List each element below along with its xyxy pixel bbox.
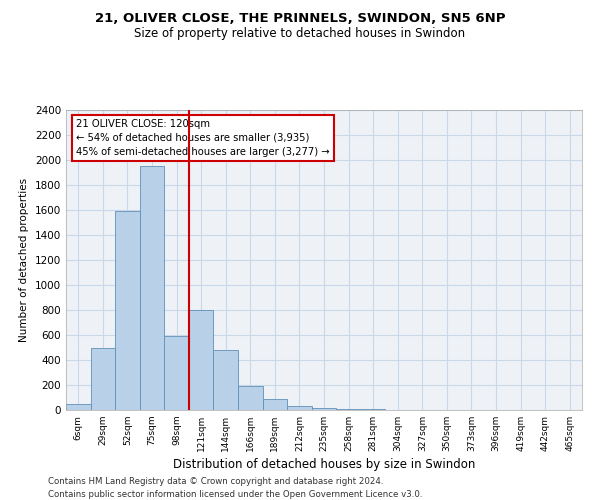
Text: Size of property relative to detached houses in Swindon: Size of property relative to detached ho… [134, 28, 466, 40]
Bar [115, 211, 140, 410]
Bar [263, 400, 287, 410]
Text: 21, OLIVER CLOSE, THE PRINNELS, SWINDON, SN5 6NP: 21, OLIVER CLOSE, THE PRINNELS, SWINDON,… [95, 12, 505, 26]
Bar [214, 350, 238, 410]
Bar [66, 404, 91, 410]
Bar [164, 336, 189, 410]
Text: Contains HM Land Registry data © Crown copyright and database right 2024.: Contains HM Land Registry data © Crown c… [48, 478, 383, 486]
Bar [91, 348, 115, 410]
Bar [140, 166, 164, 410]
Y-axis label: Number of detached properties: Number of detached properties [19, 178, 29, 342]
Bar [312, 408, 336, 410]
X-axis label: Distribution of detached houses by size in Swindon: Distribution of detached houses by size … [173, 458, 475, 471]
Text: Contains public sector information licensed under the Open Government Licence v3: Contains public sector information licen… [48, 490, 422, 499]
Bar [287, 406, 312, 410]
Bar [189, 310, 214, 410]
Bar [238, 386, 263, 410]
Text: 21 OLIVER CLOSE: 120sqm
← 54% of detached houses are smaller (3,935)
45% of semi: 21 OLIVER CLOSE: 120sqm ← 54% of detache… [76, 119, 330, 157]
